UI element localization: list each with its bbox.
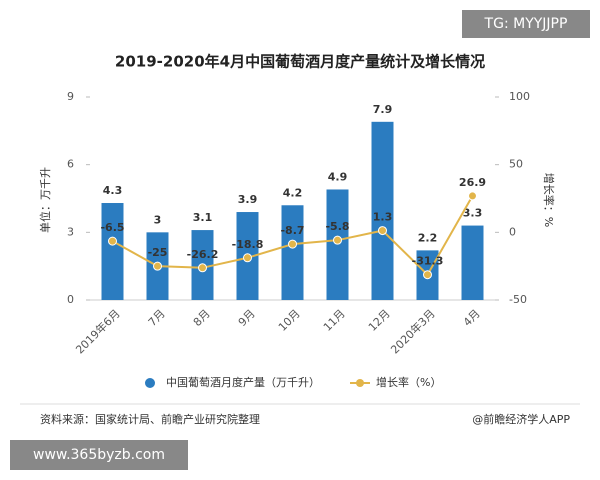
legend-label: 中国葡萄酒月度产量（万千升） bbox=[166, 375, 320, 389]
bar-value-label: 4.3 bbox=[103, 184, 123, 197]
line-value-label: 26.9 bbox=[459, 176, 486, 189]
bar-value-label: 2.2 bbox=[418, 231, 438, 244]
bar bbox=[101, 203, 124, 300]
source: 资料来源：国家统计局、前瞻产业研究院整理 bbox=[40, 412, 260, 426]
bar-value-label: 3.1 bbox=[193, 211, 213, 224]
bar bbox=[371, 121, 394, 300]
y2-tick-label: -50 bbox=[509, 293, 527, 306]
line-point bbox=[378, 226, 387, 236]
line-value-label: 1.3 bbox=[373, 211, 393, 224]
line-value-label: -8.7 bbox=[280, 224, 304, 237]
line-point bbox=[288, 239, 297, 249]
legend-swatch bbox=[145, 378, 155, 388]
line-point bbox=[108, 236, 117, 246]
bar bbox=[281, 205, 304, 300]
line-value-label: -26.2 bbox=[187, 248, 219, 261]
bar-value-label: 4.2 bbox=[283, 186, 303, 199]
line-point bbox=[153, 261, 162, 271]
line-value-label: -18.8 bbox=[232, 238, 264, 251]
badge-text: www.365byzb.com bbox=[33, 447, 165, 463]
y2-tick-label: 100 bbox=[509, 90, 530, 103]
bar-value-label: 3 bbox=[154, 213, 162, 226]
y-tick-label: 0 bbox=[67, 293, 74, 306]
y-tick-label: 3 bbox=[67, 225, 74, 238]
bar-value-label: 3.3 bbox=[463, 207, 483, 220]
line-point bbox=[243, 253, 252, 263]
legend-label: 增长率（%） bbox=[376, 375, 441, 389]
line-point bbox=[468, 191, 477, 201]
line-value-label: -5.8 bbox=[325, 220, 349, 233]
line-point bbox=[198, 263, 207, 273]
y2-tick-label: 50 bbox=[509, 158, 523, 171]
line-point bbox=[423, 270, 432, 280]
bar-value-label: 7.9 bbox=[373, 103, 393, 116]
y2-axis-label: 增长率：% bbox=[542, 173, 556, 227]
credit: @前瞻经济学人APP bbox=[472, 412, 570, 426]
legend-swatch bbox=[356, 379, 364, 387]
chart-title: 2019-2020年4月中国葡萄酒月度产量统计及增长情况 bbox=[115, 53, 485, 71]
y2-tick-label: 0 bbox=[509, 225, 516, 238]
bar-value-label: 4.9 bbox=[328, 170, 348, 183]
badge-box bbox=[10, 440, 188, 470]
badge-box bbox=[462, 10, 590, 38]
y-tick-label: 9 bbox=[67, 90, 74, 103]
bar-value-label: 3.9 bbox=[238, 193, 258, 206]
y-axis-label: 单位：万千升 bbox=[38, 167, 52, 233]
line-value-label: -6.5 bbox=[100, 221, 124, 234]
badge-text: TG: MYYJJPP bbox=[484, 16, 568, 32]
line-value-label: -25 bbox=[148, 246, 168, 259]
bar bbox=[326, 189, 349, 300]
bar bbox=[461, 225, 484, 300]
y-tick-label: 6 bbox=[67, 158, 74, 171]
line-point bbox=[333, 235, 342, 245]
line-value-label: -31.3 bbox=[412, 255, 444, 268]
